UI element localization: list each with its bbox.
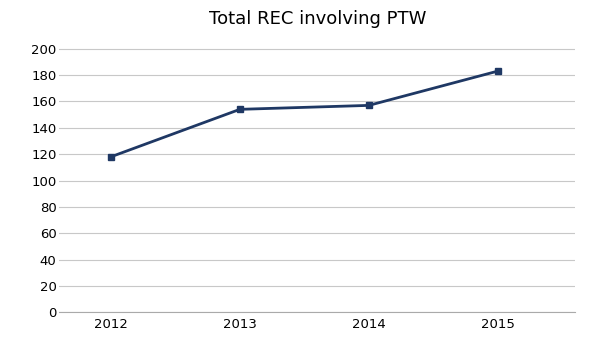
- Title: Total REC involving PTW: Total REC involving PTW: [209, 10, 426, 28]
